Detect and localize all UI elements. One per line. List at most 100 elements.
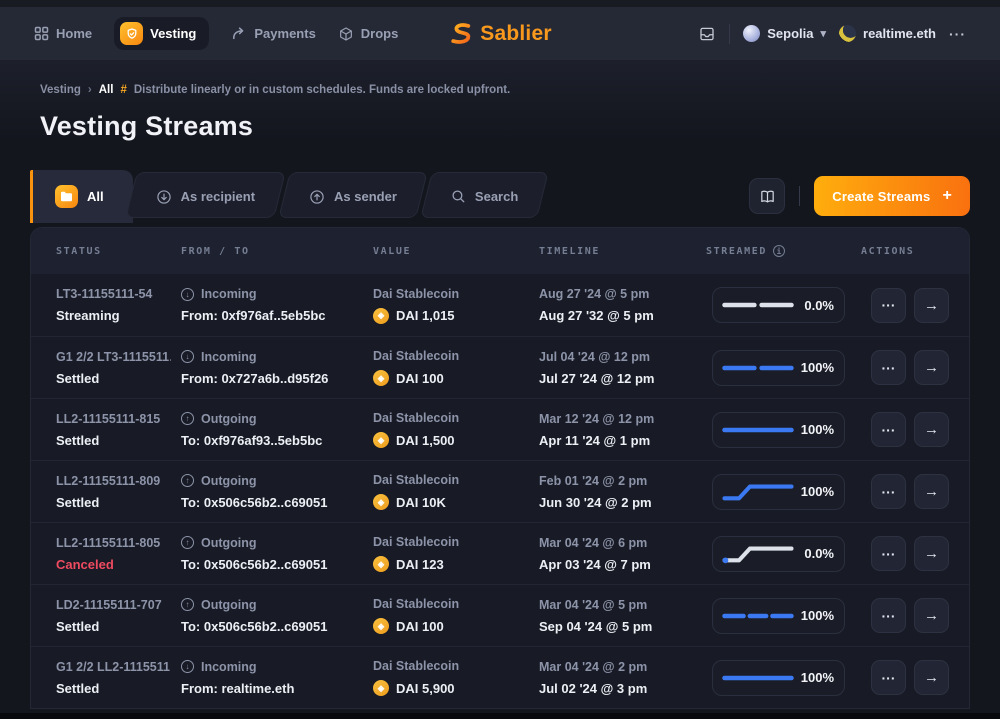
end-time: Jul 27 '24 @ 12 pm [539, 370, 655, 386]
actions-cell: ··· → [861, 474, 969, 509]
start-time: Mar 04 '24 @ 2 pm [539, 659, 648, 674]
row-menu-button[interactable]: ··· [871, 474, 906, 509]
token-name: Dai Stablecoin [373, 286, 460, 301]
streamed-progress: 0.0% [712, 535, 845, 572]
brand-name: Sablier [480, 21, 552, 45]
row-menu-button[interactable]: ··· [871, 350, 906, 385]
breadcrumb-hash-icon: # [120, 84, 127, 96]
status-cell: LD2-11155111-707 Settled [56, 598, 181, 634]
stream-status: Settled [56, 680, 100, 696]
window-bottom-edge [0, 713, 1000, 719]
tab-all[interactable]: All [30, 170, 133, 223]
docs-button[interactable] [749, 178, 786, 214]
table-row[interactable]: LL2-11155111-805 Canceled ↑ Outgoing To:… [31, 522, 969, 584]
network-name: Sepolia [767, 26, 814, 41]
row-open-button[interactable]: → [914, 536, 949, 571]
dai-token-icon: ◈ [373, 370, 389, 386]
row-open-button[interactable]: → [914, 287, 949, 323]
actions-cell: ··· → [861, 350, 969, 385]
row-menu-button[interactable]: ··· [871, 287, 906, 323]
counterparty-address: To: 0x506c56b2..c69051 [181, 556, 328, 572]
row-menu-button[interactable]: ··· [871, 598, 906, 633]
streamed-sparkline [722, 365, 794, 370]
breadcrumb-section[interactable]: Vesting [40, 84, 81, 96]
start-time: Mar 12 '24 @ 12 pm [539, 411, 655, 426]
streamed-percent: 100% [800, 360, 834, 375]
row-menu-button[interactable]: ··· [871, 536, 906, 571]
status-cell: LL2-11155111-809 Settled [56, 474, 181, 510]
account-more-icon[interactable]: ··· [949, 25, 966, 42]
row-open-button[interactable]: → [914, 598, 949, 633]
toolbar-divider [799, 186, 801, 206]
direction-icon: ↑ [181, 598, 194, 611]
token-name: Dai Stablecoin [373, 473, 460, 487]
search-icon [451, 189, 466, 204]
timeline-cell: Mar 04 '24 @ 6 pm Apr 03 '24 @ 7 pm [539, 536, 706, 572]
status-cell: LT3-11155111-54 Streaming [56, 287, 181, 323]
end-time: Apr 03 '24 @ 7 pm [539, 556, 651, 572]
direction-icon: ↓ [181, 350, 194, 363]
row-open-button[interactable]: → [914, 412, 949, 447]
sablier-brand[interactable]: Sablier [448, 21, 552, 46]
dai-token-icon: ◈ [373, 618, 389, 634]
start-time: Feb 01 '24 @ 2 pm [539, 473, 648, 488]
nav-item-drops[interactable]: Drops [338, 26, 398, 42]
tab-as-recipient[interactable]: As recipient [129, 170, 282, 223]
streamed-percent: 100% [800, 484, 834, 499]
dai-token-icon: ◈ [373, 307, 389, 324]
table-row[interactable]: G1 2/2 LL2-1115511… Settled ↓ Incoming F… [31, 646, 969, 708]
value-cell: Dai Stablecoin ◈ DAI 100 [373, 349, 539, 386]
row-menu-button[interactable]: ··· [871, 412, 906, 447]
tab-all-label: All [87, 189, 104, 204]
tab-search[interactable]: Search [424, 170, 545, 223]
create-streams-button[interactable]: Create Streams + [814, 176, 970, 216]
nav-item-home[interactable]: Home [34, 26, 92, 41]
table-row[interactable]: LD2-11155111-707 Settled ↑ Outgoing To: … [31, 584, 969, 646]
timeline-cell: Jul 04 '24 @ 12 pm Jul 27 '24 @ 12 pm [539, 350, 706, 386]
breadcrumb: Vesting › All # Distribute linearly or i… [40, 84, 960, 96]
nav-label-vesting: Vesting [150, 26, 197, 41]
row-menu-button[interactable]: ··· [871, 660, 906, 695]
direction-icon: ↑ [181, 536, 194, 549]
stream-amount: DAI 100 [396, 370, 444, 386]
info-icon[interactable]: i [772, 245, 785, 257]
column-header-fromto: FROM / TO [181, 245, 250, 257]
streamed-cell: 100% [706, 349, 861, 386]
counterparty-address: From: realtime.eth [181, 680, 295, 696]
token-name: Dai Stablecoin [373, 597, 460, 611]
nav-item-payments[interactable]: Payments [231, 26, 316, 42]
table-row[interactable]: LL2-11155111-815 Settled ↑ Outgoing To: … [31, 398, 969, 460]
start-time: Jul 04 '24 @ 12 pm [539, 349, 651, 364]
row-open-button[interactable]: → [914, 474, 949, 509]
token-name: Dai Stablecoin [373, 349, 460, 363]
streamed-sparkline [722, 675, 794, 680]
streams-toolbar: All As recipient As sender Search Creat [30, 170, 970, 223]
row-open-button[interactable]: → [914, 660, 949, 695]
value-cell: Dai Stablecoin ◈ DAI 123 [373, 535, 539, 572]
vesting-shield-icon [120, 22, 144, 45]
token-name: Dai Stablecoin [373, 659, 460, 673]
start-time: Mar 04 '24 @ 6 pm [539, 535, 648, 550]
row-open-button[interactable]: → [914, 350, 949, 385]
end-time: Jul 02 '24 @ 3 pm [539, 680, 648, 696]
network-selector[interactable]: Sepolia ▾ [743, 25, 826, 42]
account-menu[interactable]: realtime.eth [839, 25, 936, 42]
tab-as-recipient-label: As recipient [180, 189, 256, 204]
inbox-icon[interactable] [698, 25, 716, 43]
drops-cube-icon [339, 26, 352, 41]
table-row[interactable]: LT3-11155111-54 Streaming ↓ Incoming Fro… [31, 274, 969, 336]
tab-as-sender[interactable]: As sender [282, 170, 424, 223]
breadcrumb-description: Distribute linearly or in custom schedul… [133, 84, 511, 96]
table-row[interactable]: G1 2/2 LT3-1115511… Settled ↓ Incoming F… [31, 336, 969, 398]
status-cell: LL2-11155111-805 Canceled [56, 536, 181, 572]
stream-amount: DAI 1,500 [396, 432, 455, 448]
nav-item-vesting[interactable]: Vesting [114, 17, 210, 50]
fromto-cell: ↓ Incoming From: realtime.eth [181, 660, 373, 696]
counterparty-address: To: 0x506c56b2..c69051 [181, 494, 328, 510]
actions-cell: ··· → [861, 287, 969, 323]
streamed-sparkline [722, 613, 794, 618]
nav-label-payments: Payments [254, 26, 316, 41]
timeline-cell: Mar 12 '24 @ 12 pm Apr 11 '24 @ 1 pm [539, 412, 706, 448]
value-cell: Dai Stablecoin ◈ DAI 10K [373, 473, 539, 510]
table-row[interactable]: LL2-11155111-809 Settled ↑ Outgoing To: … [31, 460, 969, 522]
